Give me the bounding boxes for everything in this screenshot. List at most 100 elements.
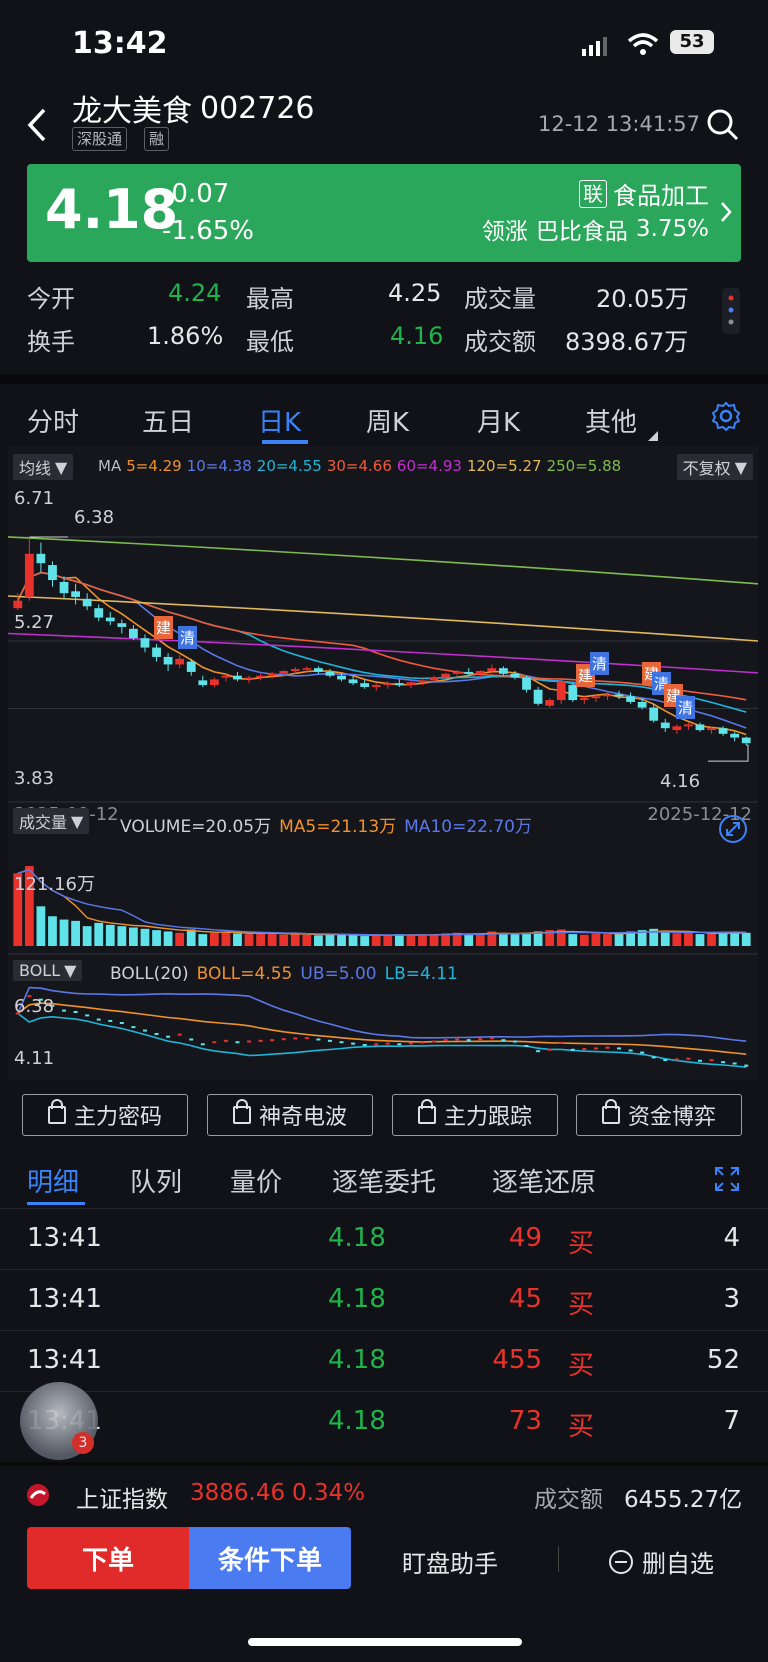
boll-y-bottom: 4.11	[14, 1048, 55, 1069]
ma-line	[17, 571, 747, 736]
candle-body	[337, 675, 346, 680]
watch-assistant-button[interactable]: 盯盘助手	[402, 1550, 498, 1578]
tab-details[interactable]: 明细	[27, 1168, 80, 1198]
candle-body	[13, 600, 23, 609]
candle-body	[82, 598, 92, 607]
volume-bar	[718, 932, 728, 946]
high-marker-label: 6.38	[74, 507, 115, 528]
conditional-order-button[interactable]: 条件下单	[189, 1527, 351, 1589]
low-value: 4.16	[390, 322, 444, 350]
volume-bar	[105, 924, 115, 946]
clear-marker: 清	[178, 626, 198, 649]
floating-assistant-avatar[interactable]: 3	[20, 1382, 98, 1460]
boll-selector[interactable]: BOLL ▼	[13, 960, 83, 981]
tab-other[interactable]: 其他	[585, 408, 638, 438]
tab-intraday[interactable]: 分时	[27, 408, 80, 438]
tab-daily-k[interactable]: 日K	[258, 408, 302, 438]
trade-row: 13:41 4.18 455 买 52	[0, 1330, 768, 1391]
back-icon[interactable]	[24, 106, 50, 148]
kline-chart-area[interactable]: 均线 ▼ MA 5=4.29 10=4.38 20=4.55 30=4.66 60=4.9…	[8, 446, 758, 1080]
volume-bar	[71, 920, 80, 946]
candle-body	[475, 671, 485, 674]
tab-monthly-k[interactable]: 月K	[477, 408, 521, 438]
settings-icon[interactable]	[710, 400, 742, 436]
candle-body	[695, 724, 705, 731]
candle-body	[522, 677, 531, 690]
candle-body	[71, 591, 80, 597]
fullscreen-icon[interactable]	[714, 1166, 740, 1196]
sector-leader: 领涨 巴比食品 3.75%	[482, 212, 709, 246]
volume-bar	[163, 931, 173, 946]
tab-order-by-order[interactable]: 逐笔委托	[332, 1168, 437, 1198]
kline-svg[interactable]	[8, 446, 758, 1080]
lock-icon	[417, 1099, 436, 1124]
more-dots-icon[interactable]	[722, 288, 740, 334]
candle-body	[418, 680, 427, 683]
minus-circle-icon	[609, 1549, 633, 1574]
volume-value: VOLUME=20.05万	[120, 817, 272, 837]
search-icon[interactable]	[706, 108, 740, 146]
candle-body	[314, 668, 323, 672]
volume-bar	[256, 932, 265, 946]
chevron-right-icon	[719, 200, 733, 228]
volume-bar	[24, 866, 34, 946]
volume-bar	[152, 930, 161, 946]
price-banner[interactable]: 4.18 -0.07 -1.65% 联 食品加工 领涨 巴比食品 3.75%	[27, 164, 741, 262]
feature-label: 神奇电波	[258, 1105, 347, 1130]
volume-bar	[394, 934, 404, 946]
trade-count: 7	[723, 1406, 740, 1436]
tab-tick-restore[interactable]: 逐笔还原	[492, 1168, 597, 1198]
volume-bar	[522, 932, 531, 946]
candle-body	[499, 668, 508, 674]
turnover-value: 1.86%	[147, 322, 224, 350]
candle-body	[36, 553, 46, 564]
volume-bar	[140, 928, 150, 946]
volume-bar	[568, 934, 578, 946]
adjust-selector[interactable]: 不复权 ▼	[676, 454, 753, 480]
caret-down-icon: ▼	[55, 457, 68, 477]
feature-button-main-code[interactable]: 主力密码	[22, 1094, 188, 1136]
volume-bar	[198, 934, 208, 946]
index-divider	[0, 1462, 768, 1466]
volume-bar	[48, 916, 57, 946]
candle-body	[649, 707, 659, 721]
candle-body	[672, 726, 682, 731]
tab-queue[interactable]: 队列	[130, 1168, 183, 1198]
remove-watchlist-button[interactable]: 删自选	[608, 1544, 714, 1579]
candle-body	[244, 677, 254, 680]
ma-selector-label: 均线	[19, 459, 52, 478]
volume-bar	[649, 928, 659, 946]
feature-button-fund-game[interactable]: 资金博弈	[576, 1094, 742, 1136]
high-value: 4.25	[388, 279, 442, 307]
ma-legend-item: 250=5.88	[546, 457, 622, 475]
ma-line	[8, 536, 758, 585]
index-amount-label: 成交额	[534, 1487, 603, 1513]
expand-circle-icon[interactable]	[718, 814, 748, 848]
feature-button-magic-wave[interactable]: 神奇电波	[207, 1094, 373, 1136]
volume-bar	[418, 935, 427, 946]
volume-bar	[186, 929, 196, 946]
volume-bar	[556, 929, 566, 946]
boll-param: BOLL(20)	[110, 964, 189, 984]
tab-five-day[interactable]: 五日	[142, 408, 195, 438]
low-marker-line	[708, 744, 749, 762]
volume-selector-box[interactable]: 成交量 ▼	[13, 808, 90, 834]
price-change-pct: -1.65%	[162, 216, 254, 246]
trade-price: 4.18	[328, 1406, 386, 1436]
market-index-bar[interactable]: 上证指数 3886.46 0.34% 成交额 6455.27亿	[0, 1466, 768, 1526]
candle-body	[441, 673, 450, 678]
remove-watchlist-label: 删自选	[642, 1550, 714, 1578]
trade-price: 4.18	[328, 1284, 386, 1314]
feature-button-main-track[interactable]: 主力跟踪	[392, 1094, 558, 1136]
order-button[interactable]: 下单	[27, 1527, 189, 1589]
ma-selector[interactable]: 均线 ▼	[13, 454, 74, 480]
volume-bar	[175, 932, 185, 946]
status-time: 13:42	[72, 26, 168, 61]
caret-down-icon: ▼	[64, 961, 77, 980]
volume-bar	[452, 932, 462, 946]
tab-weekly-k[interactable]: 周K	[366, 408, 410, 438]
feature-label: 主力跟踪	[443, 1105, 532, 1130]
tab-volume-price[interactable]: 量价	[230, 1168, 283, 1198]
volume-bar	[707, 933, 716, 946]
boll-lb: LB=4.11	[384, 964, 458, 984]
